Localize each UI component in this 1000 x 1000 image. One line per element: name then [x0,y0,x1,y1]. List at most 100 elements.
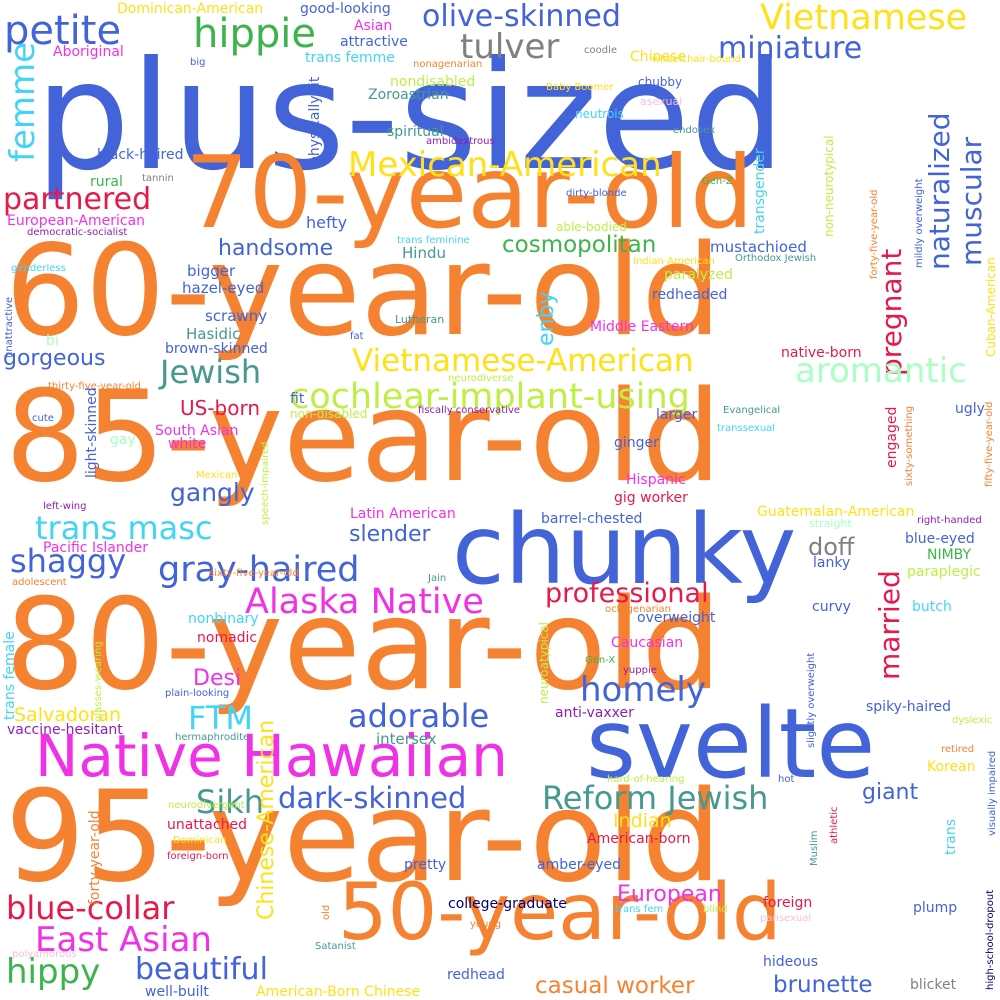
word-aboriginal: Aboriginal [53,44,124,60]
word-gig-worker: gig worker [614,490,688,506]
word-nonbinary: nonbinary [188,611,259,627]
word-genderless: genderless [11,263,66,274]
word-polyamorous: polyamorous [12,949,77,960]
word-gen-x: Gen-X [585,655,616,666]
word-handsome: handsome [218,236,334,261]
word-95-year-old: 95-year-old [5,763,722,910]
word-partnered: partnered [3,182,152,217]
word-femme: femme [3,41,43,162]
word-tulver: tulver [460,27,560,67]
word-retired: retired [941,744,975,755]
word-professional: professional [545,578,709,609]
word-trans-masc: trans masc [35,509,213,547]
word-octogenarian: octogenarian [605,604,671,615]
word-forty-year-old: forty-year-old [87,810,103,905]
word-yuppie: yuppie [623,665,657,676]
word-east-asian: East Asian [35,920,212,960]
word-bi: bi [46,333,59,349]
word-right-handed: right-handed [917,515,982,526]
word-orthodox-jewish: Orthodox Jewish [735,253,817,264]
word-jewish: Jewish [160,353,262,391]
word-jain: Jain [428,573,447,584]
word-desi: Desi [193,666,242,691]
word-well-built: well-built [145,984,209,1000]
word-slender: slender [349,522,431,547]
word-doff: doff [808,533,855,561]
word-plus-sized: plus-sized [35,30,786,204]
word-satanist: Satanist [315,941,356,952]
word-svelte: svelte [586,688,876,800]
word-blue-eyed: blue-eyed [905,531,975,547]
word-pretty: pretty [404,857,447,873]
word-adolescent: adolescent [12,577,67,588]
word-asian: Asian [354,18,393,34]
word-mildly-overweight: mildly overweight [914,178,925,268]
word-white: white [168,436,207,452]
word-athletic: athletic [829,806,840,844]
word-70-year-old: 70-year-old [185,134,754,251]
word-scrawny: scrawny [205,307,268,325]
word-naturalized: naturalized [923,112,956,270]
word-plump: plump [913,900,958,916]
word-big: big [190,57,206,68]
word-neutrois: neutrois [575,107,624,121]
word-petite: petite [4,8,122,54]
word-trans-fem: trans fem [615,904,664,915]
word-salvadoran: Salvadoran [14,704,122,726]
word-vaccine-hesitant: vaccine-hesitant [7,722,123,738]
word-beautiful: beautiful [135,952,268,987]
word-fifty-five-year-old: fifty-five-year-old [984,401,995,487]
word-80-year-old: 80-year-old [5,571,722,718]
word-paraplegic: paraplegic [907,564,981,580]
word-non-neurotypical: non-neurotypical [822,135,836,237]
word-ugly: ugly [955,401,985,417]
word-good-looking: good-looking [300,1,391,17]
word-guatemalan-american: Guatemalan-American [757,504,915,520]
word-attractive: attractive [340,34,408,50]
word-shaggy: shaggy [10,542,127,580]
word-redheaded: redheaded [652,287,728,303]
word-south-asian: South Asian [155,423,239,439]
word-foreign: foreign [763,895,813,911]
word-brunette: brunette [773,972,873,998]
word-american-born-chinese: American-Born Chinese [256,984,421,1000]
word-enby: enby [534,291,559,346]
word-adorable: adorable [348,697,490,735]
word-left-wing: left-wing [43,501,87,512]
word-sixty-five-year-old: sixty-five-year-old [209,568,299,579]
word-speech-impaired: speech-impaired [260,441,271,525]
word-fat: fat [350,331,364,342]
word-giant: giant [862,780,919,805]
word-olive-skinned: olive-skinned [422,0,621,34]
word-non-disabled: non-disabled [290,407,368,421]
word-physically-fit: physically fit [307,76,323,165]
word-trans-feminine: trans feminine [397,235,470,246]
word-nonagenarian: nonagenarian [413,59,483,70]
word-larger: larger [656,407,698,423]
word-unattached: unattached [167,817,247,833]
word-gorgeous: gorgeous [3,346,106,371]
word-dyslexic: dyslexic [952,715,993,726]
word-visually-impaired: visually impaired [987,750,998,836]
word-hindu: Hindu [402,244,446,262]
word-light-skinned: light-skinned [84,387,100,478]
word-neurodivergent: neurodivergent [168,800,245,811]
word-vietnamese: Vietnamese [760,0,968,38]
word-hot: hot [778,774,795,785]
word-pansexual: pansexual [760,913,812,924]
word-engaged: engaged [884,406,900,468]
word-transsexual: transsexual [717,423,776,434]
word-straight: straight [809,517,852,530]
word-dominican-american: Dominican-American [117,1,264,17]
word-chubby: chubby [638,75,683,89]
word-american-born: American-born [587,831,691,847]
word-fiscally-conservative: fiscally conservative [418,405,521,416]
word-college-graduate: college-graduate [448,896,567,912]
word-neuroatypical: neuroatypical [537,621,551,704]
word-blind: blind [703,904,728,915]
word-latin-american: Latin American [350,506,456,522]
word-nomadic: nomadic [197,630,258,646]
word-aromantic: aromantic [795,351,967,391]
word-black-haired: black-haired [97,147,184,163]
